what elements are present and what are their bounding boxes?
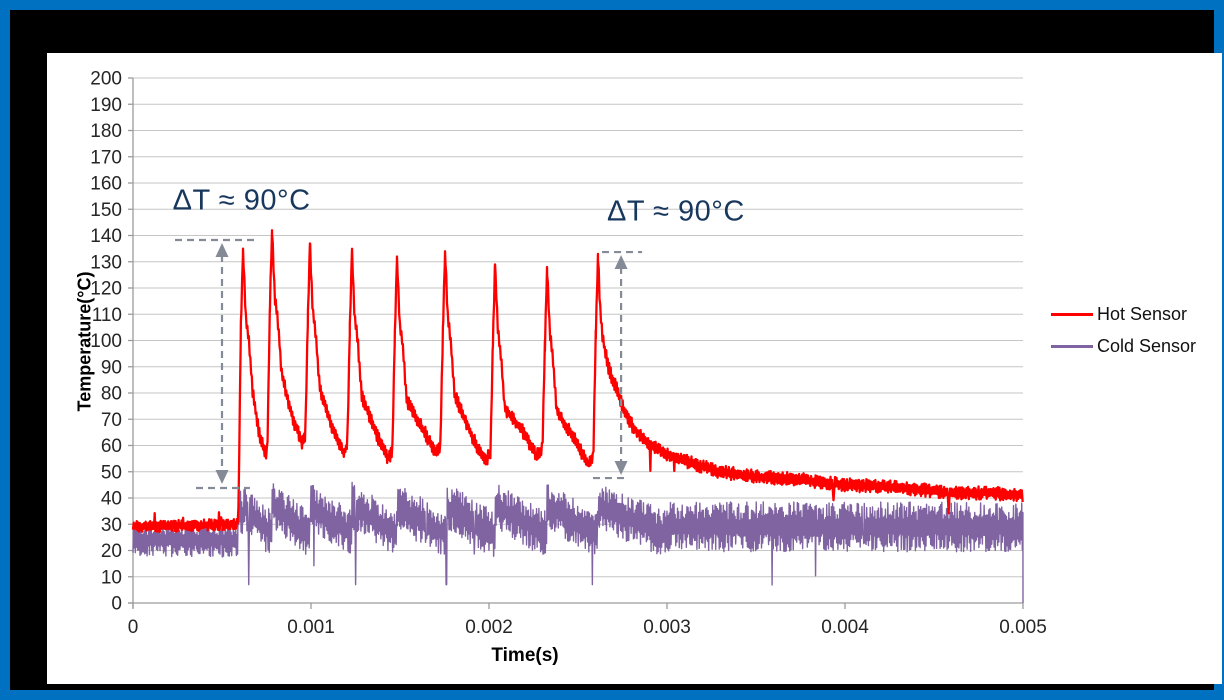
- y-tick-label: 200: [90, 69, 122, 90]
- delta-t-arrow-2: [592, 250, 643, 480]
- x-tick-label: 0.004: [821, 617, 869, 638]
- y-tick-label: 70: [101, 410, 122, 431]
- delta-t-annotation-right: ΔT ≈ 90°C: [606, 195, 745, 228]
- hot-sensor-line-swatch: [1051, 312, 1093, 316]
- y-tick-label: 80: [101, 384, 122, 405]
- legend-label-hot-sensor: Hot Sensor: [1097, 303, 1188, 324]
- y-tick-label: 40: [101, 489, 122, 510]
- legend-item-hot-sensor: Hot Sensor: [1051, 298, 1196, 330]
- y-tick-label: 10: [101, 567, 122, 588]
- y-axis-title: Temperature(°C): [74, 271, 95, 412]
- y-tick-label: 130: [90, 252, 122, 273]
- delta-t-annotation-left: ΔT ≈ 90°C: [172, 184, 311, 217]
- y-tick-label: 50: [101, 462, 122, 483]
- x-tick-label: 0.003: [643, 617, 691, 638]
- y-tick-label: 140: [90, 226, 122, 247]
- x-axis-title: Time(s): [491, 645, 559, 666]
- x-tick-labels: 0 0.001 0.002 0.003 0.004 0.005: [128, 617, 1047, 638]
- y-tick-label: 20: [101, 541, 122, 562]
- y-tick-label: 90: [101, 357, 122, 378]
- delta-t-arrow-1: [175, 238, 255, 490]
- y-tick-labels: 0 10 20 30 40 50 60 70 80 90 100 110 120 130 140 150 160…: [90, 69, 122, 615]
- x-tick-label: 0: [128, 617, 139, 638]
- gridlines: [133, 77, 1023, 578]
- chart-plot-area: 0 10 20 30 40 50 60 70 80 90 100 110 120 130 140 150 160…: [90, 69, 1047, 639]
- y-tick-label: 190: [90, 95, 122, 116]
- cold-sensor-series-line: [132, 481, 1024, 604]
- legend-label-cold-sensor: Cold Sensor: [1097, 335, 1197, 356]
- x-tick-label: 0.005: [999, 617, 1047, 638]
- y-tick-label: 60: [101, 436, 122, 457]
- y-tick-label: 0: [111, 594, 122, 615]
- y-tick-label: 170: [90, 147, 122, 168]
- cold-sensor-line-swatch: [1051, 344, 1093, 348]
- x-tick-label: 0.001: [287, 617, 335, 638]
- x-tick-label: 0.002: [465, 617, 513, 638]
- chart-legend: Hot Sensor Cold Sensor: [1051, 298, 1196, 362]
- y-tick-label: 100: [90, 331, 122, 352]
- axes: [128, 77, 1024, 609]
- y-tick-label: 180: [90, 121, 122, 142]
- y-tick-label: 30: [101, 515, 122, 536]
- hot-sensor-series-line: [131, 229, 1024, 533]
- black-mat: 0 10 20 30 40 50 60 70 80 90 100 110 120 130 140 150 160…: [10, 10, 1222, 690]
- y-tick-label: 110: [92, 305, 122, 326]
- y-tick-label: 120: [90, 279, 122, 300]
- legend-item-cold-sensor: Cold Sensor: [1051, 330, 1196, 362]
- chart-panel: 0 10 20 30 40 50 60 70 80 90 100 110 120 130 140 150 160…: [47, 53, 1222, 684]
- y-tick-label: 160: [90, 174, 122, 195]
- y-tick-label: 150: [90, 200, 122, 221]
